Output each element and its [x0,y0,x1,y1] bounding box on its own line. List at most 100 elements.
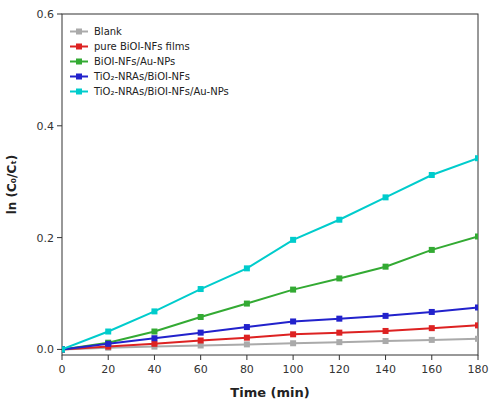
x-tick [478,355,479,360]
legend: Blank pure BiOI-NFs films BiOI-NFs/Au-NPs T… [70,26,229,97]
point-marker [429,309,435,315]
legend-swatch-marker [76,44,82,50]
point-marker [336,330,342,336]
point-marker [475,336,478,342]
point-marker [244,324,250,330]
legend-label: pure BiOI-NFs films [94,41,190,52]
x-tick-label: 40 [147,363,161,376]
x-tick [154,355,155,360]
y-axis: 0.0 0.2 0.4 0.6 [37,8,63,356]
point-marker [290,237,296,243]
series-line [62,307,478,349]
point-marker [244,335,250,341]
legend-swatch-marker [76,89,82,95]
y-tick-label: 0.0 [37,343,55,356]
x-tick [200,355,201,360]
point-marker [290,331,296,337]
series-line [62,339,478,350]
point-marker [62,346,65,352]
x-tick [385,355,386,360]
point-marker [198,330,204,336]
point-marker [62,346,65,352]
x-tick-label: 0 [59,363,66,376]
x-tick-label: 20 [101,363,115,376]
series-line [62,158,478,349]
x-tick-label: 180 [468,363,489,376]
point-marker [336,275,342,281]
point-marker [475,233,478,239]
point-marker [151,341,157,347]
point-marker [429,172,435,178]
y-tick [57,14,62,15]
point-marker [290,287,296,293]
x-tick [108,355,109,360]
point-marker [198,314,204,320]
point-marker [336,316,342,322]
point-marker [244,341,250,347]
y-tick-label: 0.6 [37,8,55,21]
legend-label: TiO₂-NRAs/BiOI-NFs [93,71,190,82]
point-marker [383,264,389,270]
y-tick-label: 0.4 [37,120,55,133]
x-tick [431,355,432,360]
data-layer [62,155,478,352]
x-tick [293,355,294,360]
legend-swatch-marker [76,59,82,65]
y-axis-label: ln (C₀/Cₜ) [5,155,19,215]
x-tick-label: 100 [283,363,304,376]
x-tick-label: 160 [421,363,442,376]
plot-frame [62,14,478,355]
series [62,155,478,352]
point-marker [151,335,157,341]
y-tick [57,349,62,350]
point-marker [429,247,435,253]
point-marker [336,339,342,345]
point-marker [151,308,157,314]
point-marker [475,304,478,310]
x-tick [246,355,247,360]
point-marker [383,194,389,200]
x-axis-label: Time (min) [230,385,309,400]
series-line [62,325,478,349]
chart-svg: 0 20 40 60 80 100 120 140 160 180 0.0 0.2 0.4 0.6 Time… [0,0,496,407]
legend-label: BiOI-NFs/Au-NPs [94,56,175,67]
x-tick-label: 140 [375,363,396,376]
point-marker [198,337,204,343]
series [62,322,478,352]
x-tick-label: 120 [329,363,350,376]
legend-label: Blank [94,26,122,37]
point-marker [475,155,478,161]
series [62,304,478,352]
point-marker [475,322,478,328]
point-marker [244,265,250,271]
point-marker [62,346,65,352]
point-marker [62,346,65,352]
point-marker [198,286,204,292]
x-axis: 0 20 40 60 80 100 120 140 160 180 [59,355,489,376]
point-marker [62,346,65,352]
point-marker [290,318,296,324]
legend-label: TiO₂-NRAs/BiOI-NFs/Au-NPs [93,86,229,97]
legend-swatch-marker [76,29,82,35]
y-tick [57,237,62,238]
x-tick [339,355,340,360]
point-marker [429,325,435,331]
x-tick [62,355,63,360]
point-marker [336,217,342,223]
y-tick [57,125,62,126]
y-tick-label: 0.2 [37,232,55,245]
chart-container: 0 20 40 60 80 100 120 140 160 180 0.0 0.2 0.4 0.6 Time… [0,0,496,407]
x-tick-label: 80 [240,363,254,376]
point-marker [290,340,296,346]
point-marker [383,328,389,334]
point-marker [383,338,389,344]
point-marker [244,301,250,307]
point-marker [105,329,111,335]
point-marker [383,313,389,319]
point-marker [151,329,157,335]
legend-swatch-marker [76,74,82,80]
series [62,233,478,352]
point-marker [429,337,435,343]
point-marker [105,341,111,347]
x-tick-label: 60 [194,363,208,376]
